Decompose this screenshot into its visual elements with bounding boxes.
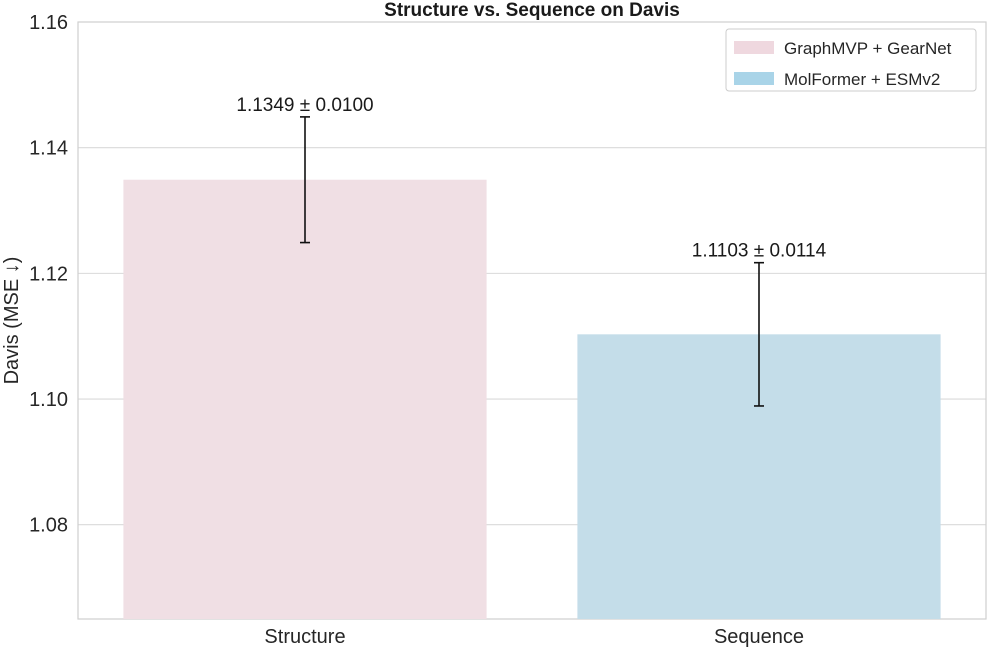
- y-axis-label: Davis (MSE ↓): [1, 257, 23, 385]
- y-tick-label: 1.08: [29, 515, 68, 537]
- chart-title: Structure vs. Sequence on Davis: [384, 0, 680, 21]
- legend-label: GraphMVP + GearNet: [784, 39, 952, 58]
- y-tick-label: 1.14: [29, 138, 68, 160]
- bars: 1.1349 ± 0.0100 1.1103 ± 0.0114: [123, 95, 941, 619]
- legend-swatch: [734, 72, 774, 85]
- legend-box: [725, 28, 977, 92]
- data-label: 1.1103 ± 0.0114: [692, 241, 827, 262]
- axis-ticks: 1.08 1.10 1.12 1.14 1.16 Structure Sequence: [29, 12, 804, 648]
- legend-swatch: [734, 41, 774, 54]
- y-tick-label: 1.16: [29, 12, 68, 34]
- x-tick-label: Structure: [264, 626, 345, 648]
- bar: [123, 179, 487, 619]
- x-tick-label: Sequence: [714, 626, 804, 648]
- legend-label: MolFormer + ESMv2: [784, 70, 940, 89]
- y-tick-label: 1.12: [29, 263, 68, 285]
- plot-area: [77, 21, 987, 620]
- y-tick-label: 1.10: [29, 389, 68, 411]
- legend: GraphMVP + GearNet MolFormer + ESMv2: [725, 28, 977, 92]
- data-label: 1.1349 ± 0.0100: [236, 95, 373, 116]
